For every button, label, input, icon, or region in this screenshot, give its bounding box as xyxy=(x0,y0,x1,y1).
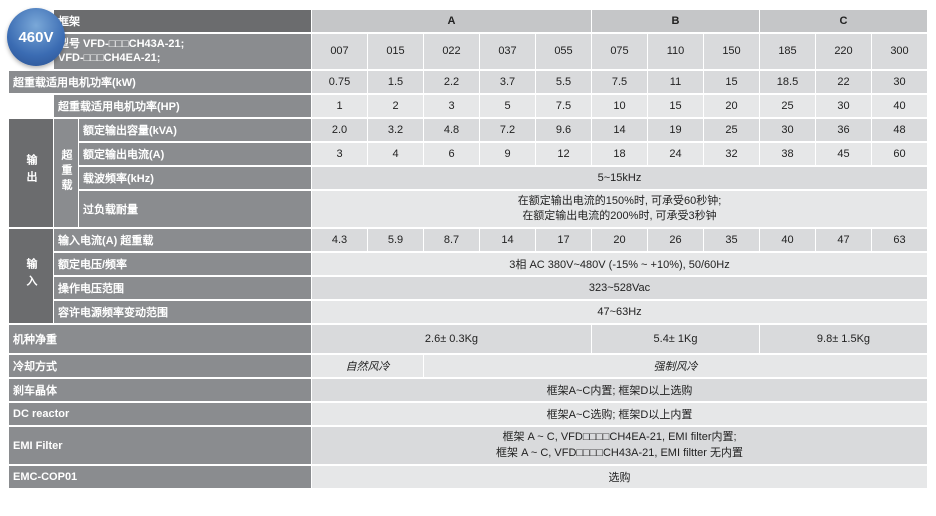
ratedVF-val: 3相 AC 380V~480V (-15% ~ +10%), 50/60Hz xyxy=(312,253,927,275)
row-weight: 机种净重 2.6± 0.3Kg 5.4± 1Kg 9.8± 1.5Kg xyxy=(9,325,927,353)
row-kw: 超重载适用电机功率(kW) 0.751.52.23.75.57.5111518.… xyxy=(9,71,927,93)
row-inA: 输入 输入电流(A) 超重载 4.35.98.71417202635404763 xyxy=(9,229,927,251)
ratedVF-label: 额定电压/频率 xyxy=(54,253,311,275)
row-freq: 容许电源频率变动范围 47~63Hz xyxy=(9,301,927,323)
freq-val: 47~63Hz xyxy=(312,301,927,323)
frame-label: 框架 xyxy=(54,10,311,32)
freq-label: 容许电源频率变动范围 xyxy=(54,301,311,323)
brake-label: 刹车晶体 xyxy=(9,379,311,401)
spec-table: 460V 框架 A B C 型号 VFD-□□□CH43A-21; VFD-□□… xyxy=(8,8,928,490)
opV-label: 操作电压范围 xyxy=(54,277,311,299)
dcr-label: DC reactor xyxy=(9,403,311,425)
row-emi: EMI Filter 框架 A ~ C, VFD□□□□CH4EA-21, EM… xyxy=(9,427,927,464)
row-outA: 额定输出电流(A) 346912182432384560 xyxy=(9,143,927,165)
frame-col-a: A xyxy=(312,10,591,32)
voltage-badge: 460V xyxy=(7,8,65,66)
super-label: 超重载 xyxy=(54,119,78,228)
overload-val: 在额定输出电流的150%时, 可承受60秒钟; 在额定输出电流的200%时, 可… xyxy=(312,191,927,228)
overload-label: 过负载耐量 xyxy=(79,191,311,228)
opV-val: 323~528Vac xyxy=(312,277,927,299)
emc-label: EMC-COP01 xyxy=(9,466,311,488)
cooling-label: 冷却方式 xyxy=(9,355,311,377)
emi-label: EMI Filter xyxy=(9,427,311,464)
input-label: 输入 xyxy=(9,229,53,323)
row-emc: EMC-COP01 选购 xyxy=(9,466,927,488)
badge-cell: 460V xyxy=(9,10,53,69)
row-frame-header: 460V 框架 A B C xyxy=(9,10,927,32)
row-cooling: 冷却方式 自然风冷 强制风冷 xyxy=(9,355,927,377)
row-kva: 输出 超重载 额定输出容量(kVA) 2.03.24.87.29.6141925… xyxy=(9,119,927,141)
carrier-label: 载波频率(kHz) xyxy=(79,167,311,189)
weight-label: 机种净重 xyxy=(9,325,311,353)
row-brake: 刹车晶体 框架A~C内置; 框架D以上选购 xyxy=(9,379,927,401)
frame-col-c: C xyxy=(760,10,927,32)
frame-col-b: B xyxy=(592,10,759,32)
kva-label: 额定输出容量(kVA) xyxy=(79,119,311,141)
model-label: 型号 VFD-□□□CH43A-21; VFD-□□□CH4EA-21; xyxy=(54,34,311,69)
kw-label: 超重载适用电机功率(kW) xyxy=(9,71,311,93)
row-dcr: DC reactor 框架A~C选购; 框架D以上内置 xyxy=(9,403,927,425)
inA-label: 输入电流(A) 超重载 xyxy=(54,229,311,251)
row-opV: 操作电压范围 323~528Vac xyxy=(9,277,927,299)
row-ratedVF: 额定电压/频率 3相 AC 380V~480V (-15% ~ +10%), 5… xyxy=(9,253,927,275)
carrier-val: 5~15kHz xyxy=(312,167,927,189)
row-model: 型号 VFD-□□□CH43A-21; VFD-□□□CH4EA-21; 007… xyxy=(9,34,927,69)
row-carrier: 载波频率(kHz) 5~15kHz xyxy=(9,167,927,189)
row-hp: 超重载适用电机功率(HP) 12357.5101520253040 xyxy=(9,95,927,117)
row-overload: 过负载耐量 在额定输出电流的150%时, 可承受60秒钟; 在额定输出电流的20… xyxy=(9,191,927,228)
outA-label: 额定输出电流(A) xyxy=(79,143,311,165)
output-label: 输出 xyxy=(9,119,53,228)
hp-label: 超重载适用电机功率(HP) xyxy=(54,95,311,117)
